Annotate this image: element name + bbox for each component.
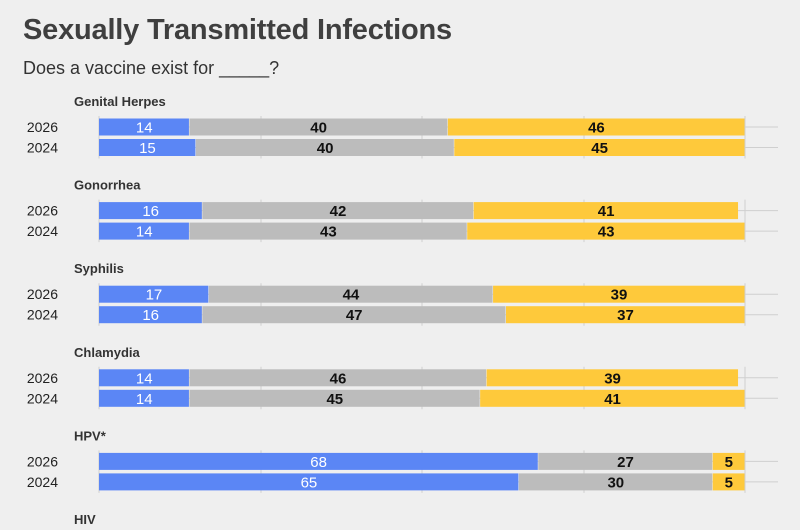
bar-segment-yes bbox=[99, 285, 209, 303]
bar-segment-no bbox=[480, 389, 745, 407]
bar-segment-yes bbox=[99, 202, 202, 220]
bar-segment-no bbox=[712, 452, 745, 470]
bar-segment-not-sure-no bbox=[189, 222, 467, 240]
bar-value-label: 40 bbox=[317, 140, 334, 157]
group-label: HIV bbox=[74, 512, 96, 527]
bar-value-label: 16 bbox=[142, 307, 159, 324]
group-label: Genital Herpes bbox=[74, 94, 166, 109]
bar-value-label: 5 bbox=[725, 454, 733, 471]
year-label: 2024 bbox=[27, 390, 58, 406]
bar-value-label: 47 bbox=[346, 307, 363, 324]
bar-value-label: 39 bbox=[604, 370, 621, 387]
group-label: Syphilis bbox=[74, 261, 124, 276]
bar-value-label: 43 bbox=[320, 224, 337, 241]
group-label: Chlamydia bbox=[74, 345, 141, 360]
bar-value-label: 44 bbox=[343, 287, 360, 304]
bar-segment-no bbox=[712, 473, 745, 491]
bar-segment-yes bbox=[99, 139, 196, 156]
bar-value-label: 68 bbox=[310, 454, 327, 471]
year-label: 2024 bbox=[27, 223, 58, 239]
bar-segment-no bbox=[447, 118, 745, 136]
bar-segment-not-sure-no bbox=[202, 202, 474, 220]
bar-segment-yes bbox=[99, 118, 189, 136]
bar-segment-no bbox=[505, 306, 745, 324]
bar-segment-yes bbox=[99, 389, 189, 407]
bar-value-label: 14 bbox=[136, 120, 153, 137]
bar-value-label: 40 bbox=[310, 120, 327, 137]
bar-segment-not-sure-no bbox=[189, 389, 480, 407]
bar-value-label: 14 bbox=[136, 370, 153, 387]
year-label: 2026 bbox=[27, 370, 58, 386]
year-label: 2026 bbox=[27, 203, 58, 219]
year-label: 2026 bbox=[27, 119, 58, 135]
year-label: 2024 bbox=[27, 307, 58, 323]
year-label: 2024 bbox=[27, 140, 58, 156]
bar-segment-yes bbox=[99, 222, 189, 240]
chart-title: Sexually Transmitted Infections bbox=[23, 14, 452, 46]
bar-value-label: 45 bbox=[591, 140, 608, 157]
bar-value-label: 65 bbox=[301, 474, 318, 491]
bar-value-label: 27 bbox=[617, 454, 634, 471]
bar-segment-not-sure-no bbox=[189, 369, 487, 387]
bar-segment-no bbox=[473, 202, 739, 220]
bar-segment-no bbox=[467, 222, 745, 240]
bar-segment-not-sure-no bbox=[202, 306, 506, 324]
bar-segment-no bbox=[454, 139, 745, 156]
year-label: 2024 bbox=[27, 474, 58, 490]
bar-segment-no bbox=[486, 369, 739, 387]
bar-segment-yes bbox=[99, 473, 519, 491]
bar-value-label: 14 bbox=[136, 391, 153, 408]
year-label: 2026 bbox=[27, 286, 58, 302]
bar-value-label: 16 bbox=[142, 203, 159, 220]
group-label: Gonorrhea bbox=[74, 178, 141, 193]
year-label: 2026 bbox=[27, 453, 58, 469]
bar-value-label: 42 bbox=[330, 203, 347, 220]
bar-value-label: 30 bbox=[607, 474, 624, 491]
bar-segment-not-sure-no bbox=[538, 452, 713, 470]
bar-segment-not-sure-no bbox=[518, 473, 713, 491]
bar-value-label: 41 bbox=[598, 203, 615, 220]
bar-segment-no bbox=[493, 285, 745, 303]
bar-value-label: 46 bbox=[330, 370, 347, 387]
bar-value-label: 15 bbox=[139, 140, 156, 157]
bar-segment-not-sure-no bbox=[195, 139, 454, 156]
bar-segment-yes bbox=[99, 306, 202, 324]
bar-value-label: 14 bbox=[136, 224, 153, 241]
bar-segment-not-sure-no bbox=[189, 118, 448, 136]
bar-value-label: 41 bbox=[604, 391, 621, 408]
bar-value-label: 43 bbox=[598, 224, 615, 241]
bar-value-label: 39 bbox=[611, 287, 628, 304]
chart-subtitle: Does a vaccine exist for _____? bbox=[23, 58, 280, 78]
bar-segment-not-sure-no bbox=[208, 285, 493, 303]
bar-segment-yes bbox=[99, 452, 538, 470]
bar-value-label: 17 bbox=[146, 287, 163, 304]
bar-value-label: 45 bbox=[326, 391, 343, 408]
bar-segment-yes bbox=[99, 369, 189, 387]
bar-value-label: 5 bbox=[725, 474, 733, 491]
bar-value-label: 46 bbox=[588, 120, 605, 137]
group-label: HPV* bbox=[74, 428, 107, 443]
bar-value-label: 37 bbox=[617, 307, 634, 324]
